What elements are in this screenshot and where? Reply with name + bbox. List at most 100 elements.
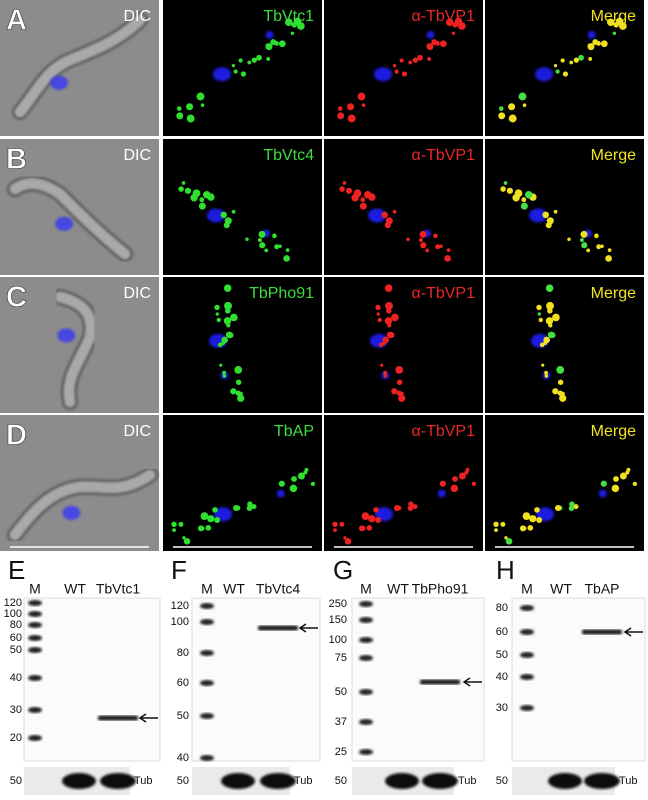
vesicle	[359, 202, 367, 210]
vesicle	[512, 194, 520, 202]
vesicle	[222, 370, 227, 375]
vesicle	[200, 512, 209, 520]
vesicle	[559, 394, 567, 402]
ladder-band	[200, 713, 214, 719]
vesicle	[417, 54, 423, 61]
vesicle	[232, 504, 240, 512]
vesicle	[458, 22, 466, 30]
vesicle	[380, 363, 384, 367]
vesicle	[529, 515, 537, 523]
vesicle	[568, 505, 575, 511]
blot-membrane	[511, 597, 646, 762]
vesicle	[332, 521, 338, 527]
vesicle	[361, 512, 370, 520]
vesicle	[493, 521, 499, 527]
vesicle	[555, 69, 560, 74]
vesicle	[542, 211, 549, 219]
vesicle	[266, 57, 271, 61]
vesicle	[395, 366, 404, 374]
cell-body	[54, 291, 97, 408]
vesicle	[259, 242, 266, 249]
arrow	[623, 627, 643, 637]
loading-band	[584, 773, 620, 789]
vesicle	[580, 230, 588, 238]
vesicle	[594, 233, 599, 239]
target-band	[98, 715, 138, 721]
micrograph: α-TbVP1	[324, 415, 483, 551]
marker-label: 250	[329, 598, 347, 610]
vesicle	[450, 484, 459, 493]
vesicle	[214, 517, 221, 524]
vesicle	[245, 237, 249, 242]
marker-label: 100	[4, 608, 22, 620]
vesicle	[247, 60, 252, 65]
micrograph: Merge	[485, 139, 644, 275]
vesicle	[197, 525, 204, 532]
channel-label: DIC	[123, 285, 151, 302]
vesicle	[344, 537, 352, 545]
vesicle	[351, 194, 359, 202]
vesicle	[383, 374, 388, 378]
arrow	[462, 677, 482, 687]
blot-letter: G	[333, 555, 353, 585]
vesicle	[600, 40, 608, 48]
panel-bg	[163, 139, 322, 275]
vesicle	[557, 379, 564, 385]
vesicle	[278, 40, 286, 48]
marker-label: 80	[10, 619, 22, 631]
channel-label: DIC	[123, 423, 151, 440]
vesicle	[391, 313, 399, 322]
vesicle	[534, 507, 540, 513]
vesicle	[444, 255, 451, 262]
ladder-band	[520, 629, 534, 635]
lane-label: TbVtc1	[96, 581, 141, 597]
blot-letter: F	[171, 555, 187, 585]
vesicle	[554, 504, 562, 512]
blot-letter: E	[8, 555, 25, 585]
vesicle	[522, 512, 531, 520]
loading-label: Tub	[294, 775, 313, 787]
lane-label: M	[29, 581, 41, 597]
vesicle	[360, 197, 366, 203]
channel-label: Merge	[591, 8, 636, 25]
vesicle	[578, 54, 584, 61]
vesicle	[264, 248, 269, 253]
vesicle	[216, 317, 221, 323]
marker-label: 30	[496, 702, 508, 714]
ladder-band	[200, 650, 214, 656]
marker-label: 75	[335, 652, 347, 664]
channel-label: Merge	[591, 423, 636, 440]
vesicle	[238, 58, 243, 63]
vesicle	[612, 31, 617, 36]
marker-label: 50	[10, 644, 22, 656]
loading-band	[100, 773, 136, 789]
vesicle	[407, 505, 414, 511]
vesicle	[569, 501, 575, 507]
vesicle	[384, 317, 393, 325]
ladder-band	[28, 735, 42, 741]
vesicle	[303, 470, 308, 475]
micrograph: α-TbVP1	[324, 0, 483, 136]
vesicle	[385, 301, 393, 310]
vesicle	[537, 312, 541, 316]
vesicle	[220, 211, 227, 219]
vesicle	[520, 202, 528, 210]
vesicle	[224, 301, 232, 310]
loading-band	[385, 773, 419, 789]
nucleus	[57, 328, 76, 343]
vesicle	[297, 472, 305, 480]
marker-label: 150	[329, 614, 347, 626]
vesicle	[552, 313, 560, 322]
vesicle	[553, 209, 558, 214]
vesicle	[381, 211, 388, 219]
vesicle	[596, 41, 601, 46]
marker-label: 50	[177, 710, 189, 722]
marker-label: 100	[171, 616, 189, 628]
vesicle	[536, 304, 542, 311]
lane-label: WT	[550, 581, 572, 597]
vesicle	[172, 528, 176, 533]
vesicle	[439, 480, 446, 487]
nucleus	[374, 67, 393, 82]
vesicle	[544, 374, 549, 378]
vesicle	[373, 507, 379, 513]
